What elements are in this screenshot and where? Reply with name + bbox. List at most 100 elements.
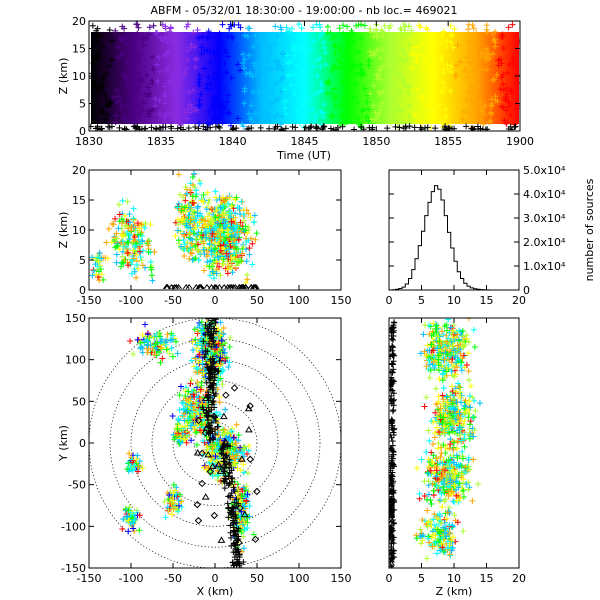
- x-z-source: [217, 204, 224, 211]
- time-height-ground-source: [257, 124, 264, 131]
- time-height-ground-source: [463, 123, 470, 130]
- time-height-source: [177, 67, 184, 74]
- z-y-source: [443, 515, 450, 522]
- z-y-ground-source: [389, 445, 395, 452]
- time-height-source: [482, 52, 489, 59]
- x-z-source: [118, 239, 125, 246]
- time-height-source: [398, 56, 405, 63]
- time-height-ytick-label: 20: [72, 15, 86, 28]
- x-z-source: [127, 227, 134, 234]
- time-height-source: [287, 82, 294, 89]
- x-y-ground-stroke: [220, 412, 228, 420]
- z-y-source: [432, 325, 439, 332]
- time-height-source: [370, 82, 377, 89]
- x-z-source: [187, 235, 194, 242]
- x-y-source: [170, 353, 177, 360]
- x-y-source: [169, 494, 176, 501]
- time-height-source: [491, 76, 498, 83]
- time-height-source: [344, 86, 351, 93]
- time-height-source: [392, 118, 399, 125]
- x-z-source: [95, 258, 102, 265]
- time-height-source: [431, 70, 438, 77]
- x-y-source: [220, 324, 227, 331]
- time-height-source: [157, 111, 164, 118]
- x-y-source: [216, 394, 223, 401]
- x-z-source: [151, 248, 158, 255]
- z-y-source: [451, 512, 458, 519]
- time-height-source: [172, 52, 179, 59]
- z-y-ground-source: [389, 346, 394, 353]
- time-height-source: [441, 66, 448, 73]
- time-height-source: [197, 91, 204, 98]
- time-height-source: [500, 71, 507, 78]
- x-y-black-source: [232, 531, 239, 538]
- z-y-source: [438, 540, 445, 547]
- x-y-source: [170, 504, 177, 511]
- z-y-source: [465, 350, 472, 357]
- z-y-source: [463, 332, 470, 339]
- time-height-ytick-label: 5: [79, 98, 86, 111]
- x-z-source: [233, 240, 240, 247]
- x-z-source: [196, 219, 203, 226]
- x-y-source: [135, 468, 142, 475]
- time-height-source: [112, 27, 119, 34]
- z-y-source: [457, 350, 464, 357]
- x-z-source: [235, 222, 242, 229]
- time-height-source: [325, 78, 332, 85]
- time-height-source: [354, 99, 361, 106]
- x-y-xtick-label: 0: [212, 572, 219, 585]
- x-y-plan-panel: -150 -100 -50 0 50 100 150-150-100-50050100150…: [57, 312, 352, 598]
- x-y-black-source: [207, 331, 214, 338]
- x-z-source: [123, 245, 130, 252]
- time-height-source: [355, 48, 362, 55]
- time-height-source: [380, 32, 387, 39]
- time-height-source: [386, 117, 393, 124]
- x-z-source: [181, 204, 188, 211]
- x-z-source: [120, 260, 127, 267]
- x-z-source: [136, 225, 143, 232]
- x-y-ytick-label: 50: [72, 395, 86, 408]
- x-z-source: [208, 205, 215, 212]
- time-height-xlabel: Time (UT): [276, 149, 331, 162]
- time-height-ground-source: [289, 123, 296, 130]
- z-y-source: [433, 467, 440, 474]
- x-y-black-source: [228, 509, 235, 516]
- z-y-source: [445, 318, 452, 323]
- time-height-source: [134, 30, 141, 37]
- x-y-source: [185, 388, 192, 395]
- z-y-source: [430, 359, 437, 366]
- z-y-source: [437, 453, 444, 460]
- x-y-source: [245, 488, 252, 495]
- x-z-ground-stroke: [215, 283, 223, 290]
- x-z-ground-stroke: [163, 283, 171, 290]
- x-y-source: [136, 527, 143, 534]
- time-height-source: [167, 24, 174, 31]
- x-y-source: [224, 449, 231, 456]
- time-height-source: [114, 54, 121, 61]
- x-z-source: [190, 211, 197, 218]
- x-y-black-source: [236, 551, 243, 558]
- time-height-source: [229, 35, 236, 42]
- time-height-source: [294, 48, 301, 55]
- x-y-black-source: [225, 481, 232, 488]
- x-z-source: [219, 214, 226, 221]
- x-y-source: [188, 437, 195, 444]
- x-y-black-source: [211, 371, 218, 378]
- x-y-source: [125, 517, 132, 524]
- time-height-source: [154, 77, 161, 84]
- x-y-source: [175, 415, 182, 422]
- time-height-ground-source: [392, 123, 399, 130]
- x-y-source: [137, 345, 144, 352]
- x-y-source: [126, 450, 133, 457]
- time-height-ground-source: [313, 123, 320, 130]
- time-height-source: [282, 86, 289, 93]
- time-height-source: [289, 46, 296, 53]
- time-height-source: [452, 72, 459, 79]
- time-height-source: [266, 43, 273, 50]
- time-height-source: [139, 107, 146, 114]
- x-z-source: [122, 222, 129, 229]
- x-y-black-source: [205, 408, 212, 415]
- x-y-ground-stroke: [217, 536, 226, 543]
- time-height-source: [381, 23, 388, 30]
- time-height-source: [272, 23, 279, 30]
